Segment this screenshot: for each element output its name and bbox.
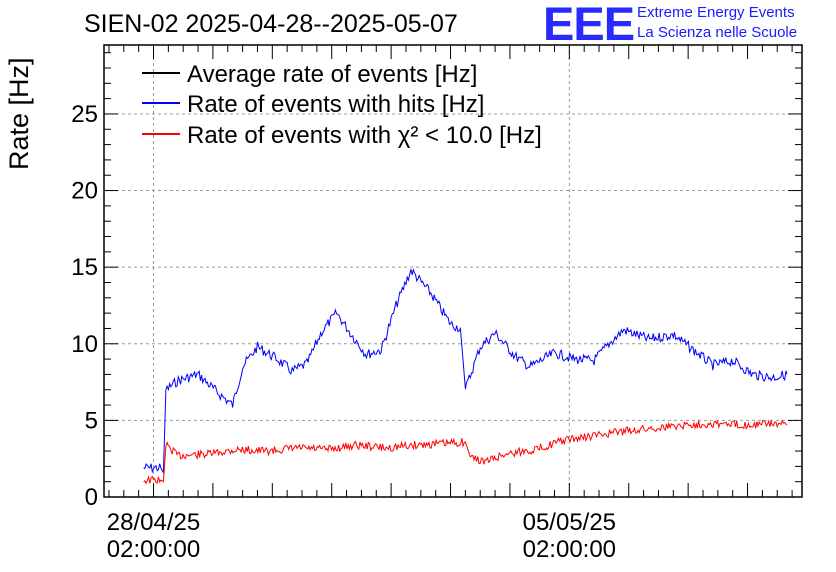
- x-tick-label: 05/05/25: [523, 509, 616, 536]
- x-tick-label-time: 02:00:00: [107, 536, 200, 563]
- legend-entry-0: Average rate of events [Hz]: [187, 61, 477, 88]
- plot-frame: [103, 44, 803, 498]
- legend-entry-1: Rate of events with hits [Hz]: [187, 91, 484, 118]
- logo-caption-line1: Extreme Energy Events: [637, 4, 795, 21]
- y-tick-label: 5: [85, 407, 98, 434]
- x-tick-label: 28/04/25: [107, 509, 200, 536]
- series-hits-line: [143, 267, 788, 475]
- y-tick-label: 25: [71, 101, 98, 128]
- legend-entry-2: Rate of events with χ² < 10.0 [Hz]: [187, 122, 542, 149]
- x-tick-label-time: 02:00:00: [523, 536, 616, 563]
- y-tick-label: 10: [71, 331, 98, 358]
- series-chi2-line: [143, 419, 788, 485]
- y-tick-label: 20: [71, 178, 98, 205]
- logo-caption: Extreme Energy Events La Scienza nelle S…: [637, 3, 797, 43]
- eee-logo: EEE: [543, 0, 635, 50]
- y-tick-label: 0: [85, 484, 98, 511]
- y-tick-label: 15: [71, 254, 98, 281]
- logo-caption-line2: La Scienza nelle Scuole: [637, 24, 798, 41]
- chart-title: SIEN-02 2025-04-28--2025-05-07: [84, 10, 458, 38]
